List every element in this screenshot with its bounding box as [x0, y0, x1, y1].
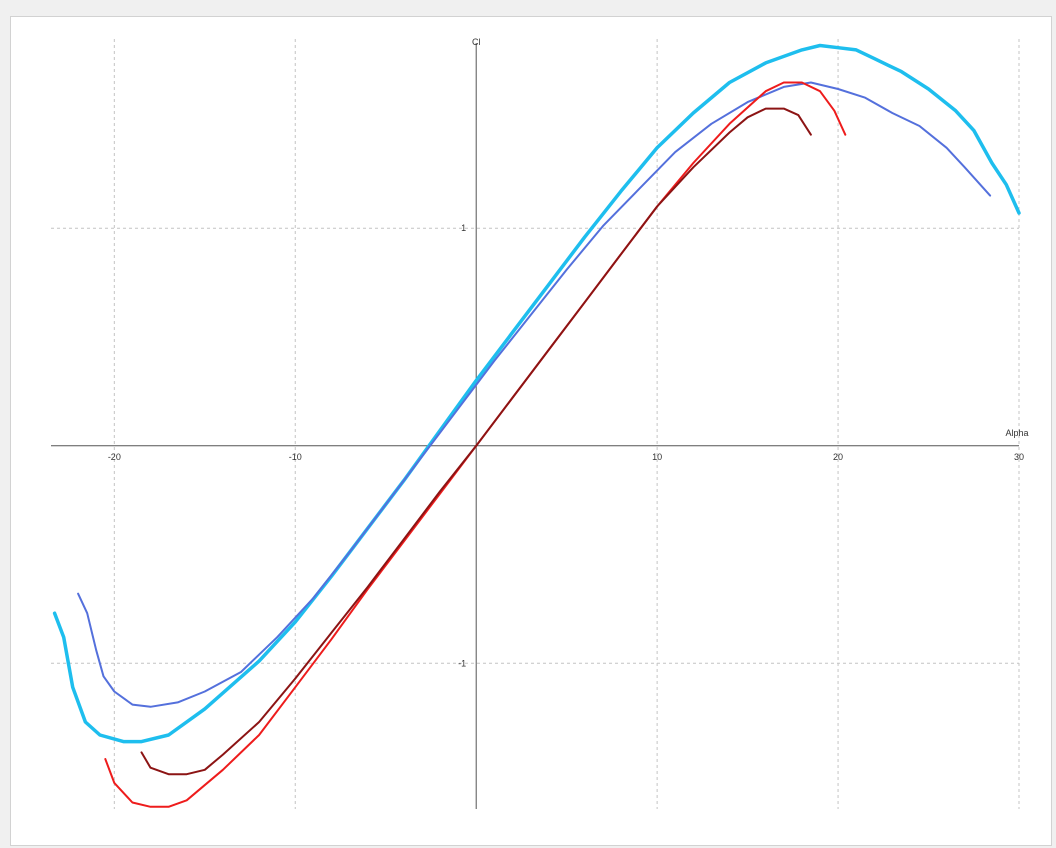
series-line-1 [52, 43, 1021, 744]
series-group [52, 43, 1021, 808]
axes [51, 43, 1019, 809]
x-tick-label: 10 [652, 452, 662, 462]
x-tick-label: -10 [289, 452, 302, 462]
grid [51, 39, 1020, 809]
y-tick-label: -1 [458, 658, 466, 668]
x-tick-label: 30 [1014, 452, 1024, 462]
polar-chart: -20 -10 10 20 30 1 -1 Alpha Cl [51, 37, 1029, 809]
series-line-2 [77, 81, 992, 708]
y-axis-label: Cl [472, 37, 481, 47]
x-tick-label: 20 [833, 452, 843, 462]
y-tick-label: 1 [461, 223, 466, 233]
series-line-4 [140, 107, 812, 776]
tick-labels: -20 -10 10 20 30 1 -1 [108, 223, 1024, 668]
x-tick-label: -20 [108, 452, 121, 462]
x-axis-label: Alpha [1005, 428, 1028, 438]
chart-panel: -20 -10 10 20 30 1 -1 Alpha Cl [10, 16, 1052, 846]
